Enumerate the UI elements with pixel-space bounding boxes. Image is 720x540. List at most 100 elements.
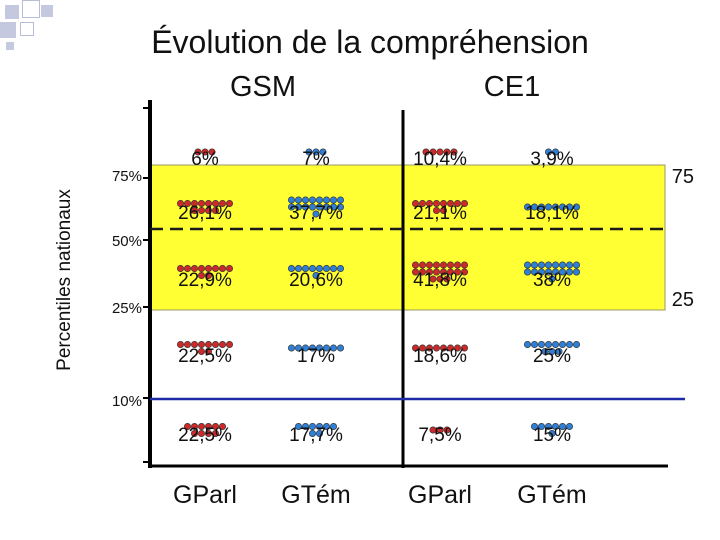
data-dot xyxy=(551,422,559,430)
value-label: 15% xyxy=(533,425,571,446)
data-dot xyxy=(565,422,573,430)
data-dot xyxy=(425,268,433,276)
data-dot xyxy=(432,268,440,276)
value-label: 7% xyxy=(302,149,330,170)
data-dot xyxy=(443,426,451,434)
value-label: 22,5% xyxy=(178,425,232,446)
value-label: 18,1% xyxy=(525,203,579,224)
data-dot xyxy=(191,264,199,272)
data-dot xyxy=(530,422,538,430)
data-dot xyxy=(551,268,559,276)
data-dot xyxy=(548,347,556,355)
y-axis-label: Percentiles nationaux xyxy=(54,189,75,371)
data-dot xyxy=(446,261,454,269)
data-dot xyxy=(439,344,447,352)
data-dot xyxy=(537,261,545,269)
data-dot xyxy=(429,275,437,283)
data-dot xyxy=(436,148,444,156)
data-dot xyxy=(219,264,227,272)
data-dot xyxy=(411,344,419,352)
data-dot xyxy=(530,268,538,276)
data-dot xyxy=(565,268,573,276)
data-dot xyxy=(565,340,573,348)
data-dot xyxy=(198,271,206,279)
data-dot xyxy=(212,422,220,430)
value-label: 22,5% xyxy=(178,346,232,367)
x-category-label: GParl xyxy=(173,481,237,509)
data-dot xyxy=(544,422,552,430)
data-dot xyxy=(226,200,234,208)
data-dot xyxy=(287,344,295,352)
data-dot xyxy=(191,207,199,215)
data-dot xyxy=(572,268,580,276)
data-dot xyxy=(315,344,323,352)
data-dot xyxy=(198,429,206,437)
data-dot xyxy=(432,261,440,269)
data-dot xyxy=(450,148,458,156)
data-dot xyxy=(523,203,531,211)
data-dot xyxy=(541,347,549,355)
data-dot xyxy=(558,422,566,430)
data-dot xyxy=(322,196,330,204)
value-label: 20,6% xyxy=(289,270,343,291)
data-dot xyxy=(322,422,330,430)
data-dot xyxy=(422,148,430,156)
data-dot xyxy=(439,261,447,269)
data-dot xyxy=(287,203,295,211)
data-dot xyxy=(558,268,566,276)
data-dot xyxy=(205,340,213,348)
y-tick-label: 75% xyxy=(112,168,142,185)
data-dot xyxy=(312,210,320,218)
data-dot xyxy=(301,422,309,430)
data-dot xyxy=(411,200,419,208)
data-dot xyxy=(460,344,468,352)
data-dot xyxy=(212,429,220,437)
data-dot xyxy=(315,264,323,272)
data-dot xyxy=(219,422,227,430)
data-dot xyxy=(184,200,192,208)
data-dot xyxy=(572,261,580,269)
data-dot xyxy=(219,340,227,348)
data-dot xyxy=(418,344,426,352)
data-dot xyxy=(191,422,199,430)
data-dot xyxy=(301,196,309,204)
data-dot xyxy=(336,196,344,204)
value-label: 17% xyxy=(297,346,335,367)
data-dot xyxy=(315,429,323,437)
data-dot xyxy=(453,261,461,269)
data-dot xyxy=(530,340,538,348)
value-label: 17,7% xyxy=(289,425,343,446)
data-dot xyxy=(443,148,451,156)
data-dot xyxy=(191,429,199,437)
data-dot xyxy=(544,340,552,348)
data-dot xyxy=(177,264,185,272)
x-category-label: GTém xyxy=(517,481,586,509)
data-dot xyxy=(565,203,573,211)
data-dot xyxy=(558,203,566,211)
data-dot xyxy=(184,422,192,430)
data-dot xyxy=(537,268,545,276)
data-dot xyxy=(305,148,313,156)
data-dot xyxy=(460,268,468,276)
data-dot xyxy=(177,340,185,348)
data-dot xyxy=(572,203,580,211)
data-dot xyxy=(308,203,316,211)
data-dot xyxy=(212,207,220,215)
value-label: 38% xyxy=(533,270,571,291)
data-dot xyxy=(530,261,538,269)
data-dot xyxy=(446,344,454,352)
data-dot xyxy=(537,203,545,211)
data-dot xyxy=(177,200,185,208)
data-dot xyxy=(439,200,447,208)
data-dot xyxy=(432,207,440,215)
value-label: 37,7% xyxy=(289,203,343,224)
value-label: 18,6% xyxy=(413,346,467,367)
data-dot xyxy=(205,422,213,430)
data-dot xyxy=(544,148,552,156)
data-dot xyxy=(425,261,433,269)
data-dot xyxy=(329,264,337,272)
data-dot xyxy=(301,344,309,352)
right-tick-label: 75 xyxy=(672,166,694,188)
data-dot xyxy=(329,422,337,430)
